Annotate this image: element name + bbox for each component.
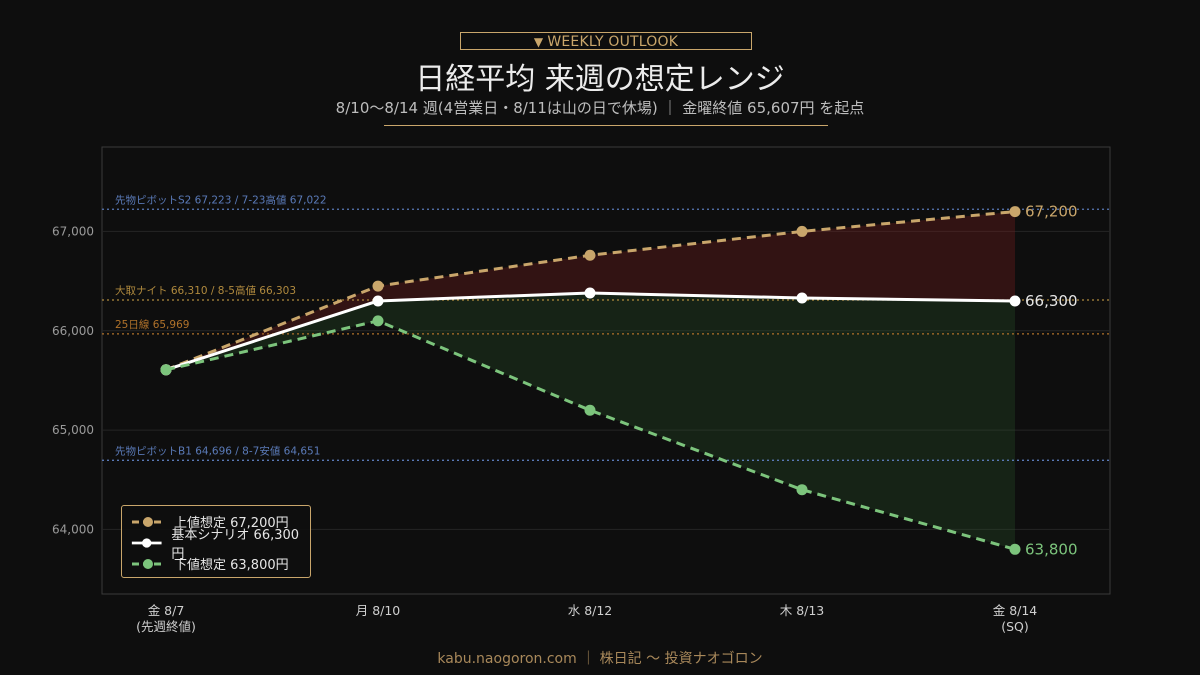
x-tick-label: 月 8/10	[356, 603, 401, 618]
y-tick-label: 65,000	[52, 423, 94, 437]
data-point-base	[372, 295, 384, 307]
reference-line-label: 25日線 65,969	[115, 318, 189, 331]
data-point-lower	[796, 484, 808, 496]
down-triangle-icon: ▼	[533, 35, 544, 49]
data-point-upper	[372, 280, 384, 292]
data-point-base	[796, 292, 808, 304]
x-tick-label: (SQ)	[1001, 619, 1029, 634]
reference-line-label: 先物ピボットS2 67,223 / 7-23高値 67,022	[115, 193, 327, 206]
end-label-upper: 67,200	[1025, 203, 1078, 221]
data-point-lower	[372, 315, 384, 327]
x-tick-label: (先週終値)	[136, 619, 196, 634]
x-tick-label: 金 8/14	[993, 603, 1038, 618]
chart-legend: 上値想定 67,200円 基本シナリオ 66,300円 下値想定 63,800円	[121, 505, 311, 578]
data-point-base	[584, 287, 596, 299]
title-divider	[384, 125, 828, 126]
data-point-upper	[796, 225, 808, 237]
y-tick-label: 64,000	[52, 522, 94, 536]
end-label-base: 66,300	[1025, 292, 1078, 310]
badge-label: WEEKLY OUTLOOK	[547, 34, 679, 50]
data-point-lower	[1009, 543, 1021, 555]
plot-frame	[101, 146, 1111, 595]
reference-line-label: 大取ナイト 66,310 / 8-5高値 66,303	[115, 284, 296, 297]
legend-label-upper: 上値想定 67,200円	[174, 516, 289, 531]
legend-label-lower: 下値想定 63,800円	[174, 558, 289, 573]
legend-swatch-lower	[132, 558, 164, 569]
x-tick-label: 金 8/7	[148, 603, 185, 618]
legend-item-upper: 上値想定 67,200円	[130, 511, 302, 532]
footer-credit: kabu.naogoron.com ｜ 株日記 〜 投資ナオゴロン	[437, 651, 763, 667]
data-point-upper	[1009, 206, 1021, 218]
data-point-upper	[584, 249, 596, 261]
legend-label-base: 基本シナリオ 66,300円	[171, 527, 300, 562]
legend-swatch-base	[131, 537, 162, 548]
end-label-lower: 63,800	[1025, 540, 1078, 558]
page-subtitle: 8/10〜8/14 週(4営業日・8/11は山の日で休場) ｜ 金曜終値 65,…	[335, 99, 865, 117]
weekly-outlook-badge: ▼ WEEKLY OUTLOOK	[460, 32, 752, 50]
data-point-base	[1009, 295, 1021, 307]
legend-item-lower: 下値想定 63,800円	[130, 553, 302, 574]
x-tick-label: 水 8/12	[568, 603, 613, 618]
y-tick-label: 66,000	[52, 324, 94, 338]
data-point-lower	[160, 364, 172, 376]
legend-item-base: 基本シナリオ 66,300円	[130, 528, 302, 562]
reference-line-label: 先物ピボットB1 64,696 / 8-7安値 64,651	[115, 444, 320, 457]
y-tick-label: 67,000	[52, 224, 94, 238]
data-point-lower	[584, 404, 596, 416]
page-title: 日経平均 来週の想定レンジ	[415, 62, 785, 97]
x-tick-label: 木 8/13	[780, 603, 825, 618]
legend-swatch-upper	[132, 516, 164, 527]
